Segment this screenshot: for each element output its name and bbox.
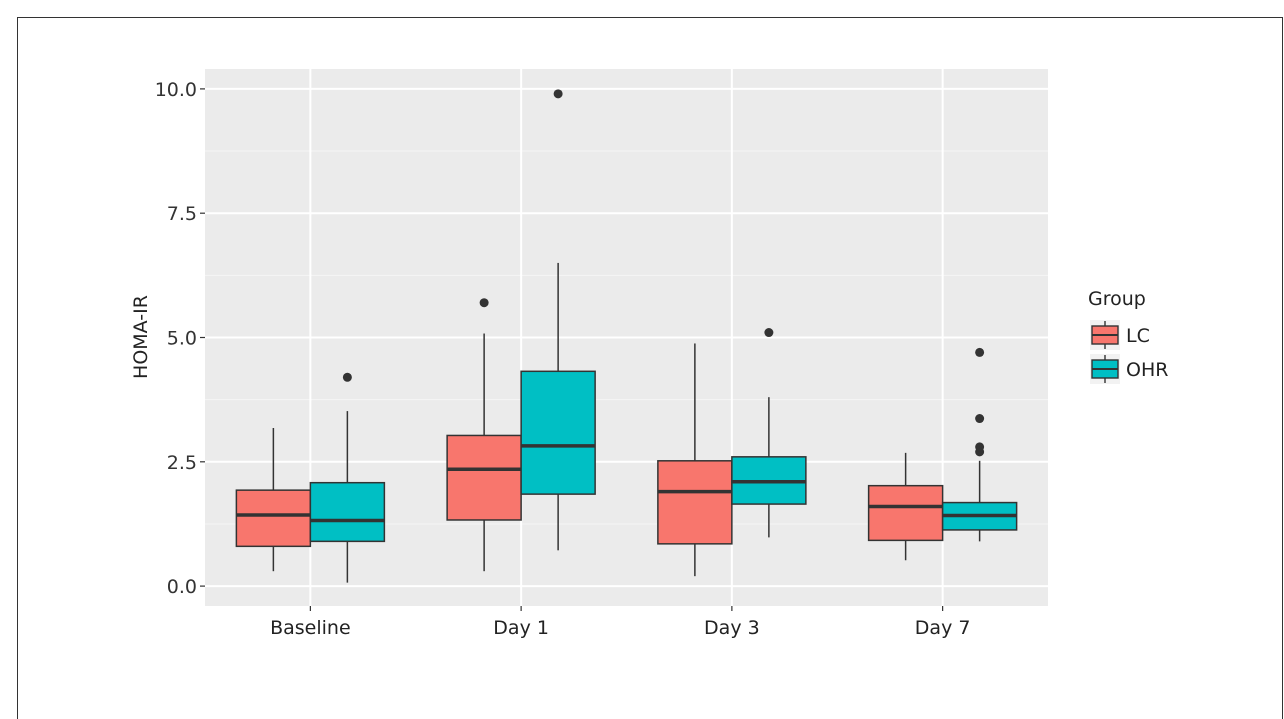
x-tick-label: Baseline [270, 617, 351, 639]
y-axis-label: HOMA-IR [130, 295, 152, 379]
box-ohr [309, 481, 386, 543]
box-lc [235, 489, 312, 548]
legend-title: Group [1088, 288, 1146, 310]
outlier-point [342, 372, 352, 382]
legend: Group LC OHR [1088, 288, 1168, 384]
boxes [235, 89, 1018, 583]
box-lc [446, 434, 522, 521]
x-axis: Baseline Day 1 Day 3 Day 7 [270, 606, 970, 639]
y-axis: 0.0 2.5 5.0 7.5 10.0 [155, 79, 205, 598]
x-tick-label: Day 1 [493, 617, 549, 639]
figure-frame [17, 17, 1283, 719]
legend-label-ohr: OHR [1126, 359, 1168, 381]
y-tick-label: 7.5 [167, 203, 197, 225]
outlier-point [975, 414, 985, 424]
y-tick-label: 0.0 [167, 576, 197, 598]
outlier-point [764, 328, 774, 338]
outlier-point [479, 298, 489, 308]
box-ohr [520, 370, 596, 495]
outlier-point [975, 442, 985, 452]
box-lc [867, 484, 944, 542]
legend-label-lc: LC [1126, 325, 1150, 347]
y-tick-label: 5.0 [167, 328, 197, 350]
x-tick-label: Day 7 [915, 617, 971, 639]
y-tick-label: 2.5 [167, 452, 197, 474]
outlier-point [553, 89, 563, 99]
box-lc [657, 460, 733, 545]
y-tick-label: 10.0 [155, 79, 197, 101]
outlier-point [975, 347, 985, 357]
x-tick-label: Day 3 [704, 617, 760, 639]
